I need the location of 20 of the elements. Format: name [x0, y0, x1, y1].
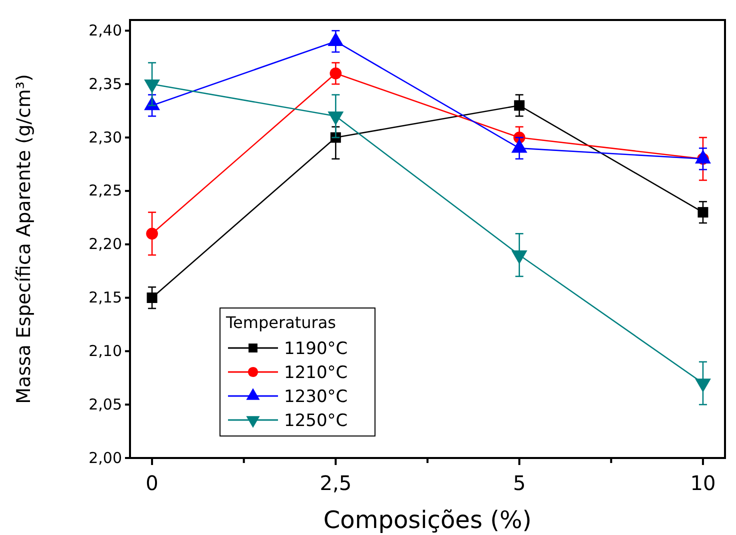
legend-label: 1250°C [284, 411, 348, 431]
x-tick-label: 10 [690, 471, 716, 495]
x-axis-title: Composições (%) [323, 506, 532, 534]
y-tick-label: 2,05 [88, 395, 122, 414]
y-tick-label: 2,00 [88, 448, 122, 467]
x-tick-label: 5 [512, 471, 526, 495]
y-tick-label: 2,15 [88, 288, 122, 307]
y-tick-label: 2,30 [88, 128, 122, 146]
legend-title: Temperaturas [225, 313, 336, 332]
y-tick-label: 2,40 [88, 21, 122, 40]
y-tick-label: 2,20 [88, 235, 122, 254]
legend-label: 1230°C [284, 387, 348, 407]
y-tick-label: 2,10 [88, 342, 122, 360]
legend-label: 1190°C [284, 339, 348, 359]
x-tick-label: 2,5 [320, 471, 352, 495]
x-tick-label: 0 [146, 471, 158, 495]
y-axis-title: Massa Específica Aparente (g/cm³) [13, 74, 35, 404]
y-tick-label: 2,25 [88, 182, 122, 200]
y-tick-label: 2,35 [88, 74, 122, 93]
legend-label: 1210°C [284, 363, 348, 383]
